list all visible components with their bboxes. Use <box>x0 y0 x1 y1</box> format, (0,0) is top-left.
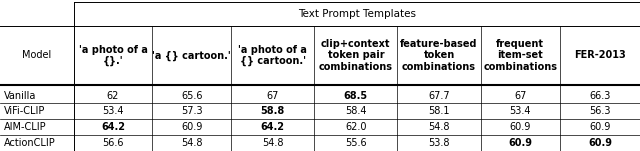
Text: 67: 67 <box>266 90 279 101</box>
Text: clip+context
token pair
combinations: clip+context token pair combinations <box>319 39 393 72</box>
Text: ActionCLIP: ActionCLIP <box>4 138 56 148</box>
Text: 60.9: 60.9 <box>509 122 531 132</box>
Text: Vanilla: Vanilla <box>4 90 36 101</box>
Text: 58.1: 58.1 <box>428 106 450 116</box>
Text: 53.4: 53.4 <box>509 106 531 116</box>
Text: feature-based
token
combinations: feature-based token combinations <box>400 39 478 72</box>
Text: 60.9: 60.9 <box>589 122 611 132</box>
Text: Model: Model <box>22 50 51 61</box>
Text: 54.8: 54.8 <box>428 122 450 132</box>
Text: Text Prompt Templates: Text Prompt Templates <box>298 9 416 19</box>
Text: ViFi-CLIP: ViFi-CLIP <box>4 106 45 116</box>
Text: 'a photo of a
{}.': 'a photo of a {}.' <box>79 45 147 66</box>
Text: 68.5: 68.5 <box>344 90 368 101</box>
Text: 58.8: 58.8 <box>260 106 285 116</box>
Text: 64.2: 64.2 <box>260 122 285 132</box>
Text: 54.8: 54.8 <box>181 138 202 148</box>
Text: FER-2013: FER-2013 <box>574 50 626 61</box>
Text: AIM-CLIP: AIM-CLIP <box>4 122 47 132</box>
Text: 58.4: 58.4 <box>345 106 367 116</box>
Text: 67: 67 <box>514 90 527 101</box>
Text: 55.6: 55.6 <box>345 138 367 148</box>
Text: 53.8: 53.8 <box>428 138 450 148</box>
Text: 66.3: 66.3 <box>589 90 611 101</box>
Text: 60.9: 60.9 <box>181 122 202 132</box>
Text: 65.6: 65.6 <box>181 90 202 101</box>
Text: 56.6: 56.6 <box>102 138 124 148</box>
Text: 60.9: 60.9 <box>508 138 532 148</box>
Text: 53.4: 53.4 <box>102 106 124 116</box>
Text: 'a {} cartoon.': 'a {} cartoon.' <box>152 50 231 61</box>
Text: 60.9: 60.9 <box>588 138 612 148</box>
Text: 57.3: 57.3 <box>181 106 202 116</box>
Text: 54.8: 54.8 <box>262 138 284 148</box>
Text: 64.2: 64.2 <box>101 122 125 132</box>
Text: 'a photo of a
{} cartoon.': 'a photo of a {} cartoon.' <box>238 45 307 66</box>
Text: 62.0: 62.0 <box>345 122 367 132</box>
Text: 67.7: 67.7 <box>428 90 450 101</box>
Text: 62: 62 <box>107 90 119 101</box>
Text: frequent
item-set
combinations: frequent item-set combinations <box>483 39 557 72</box>
Text: 56.3: 56.3 <box>589 106 611 116</box>
